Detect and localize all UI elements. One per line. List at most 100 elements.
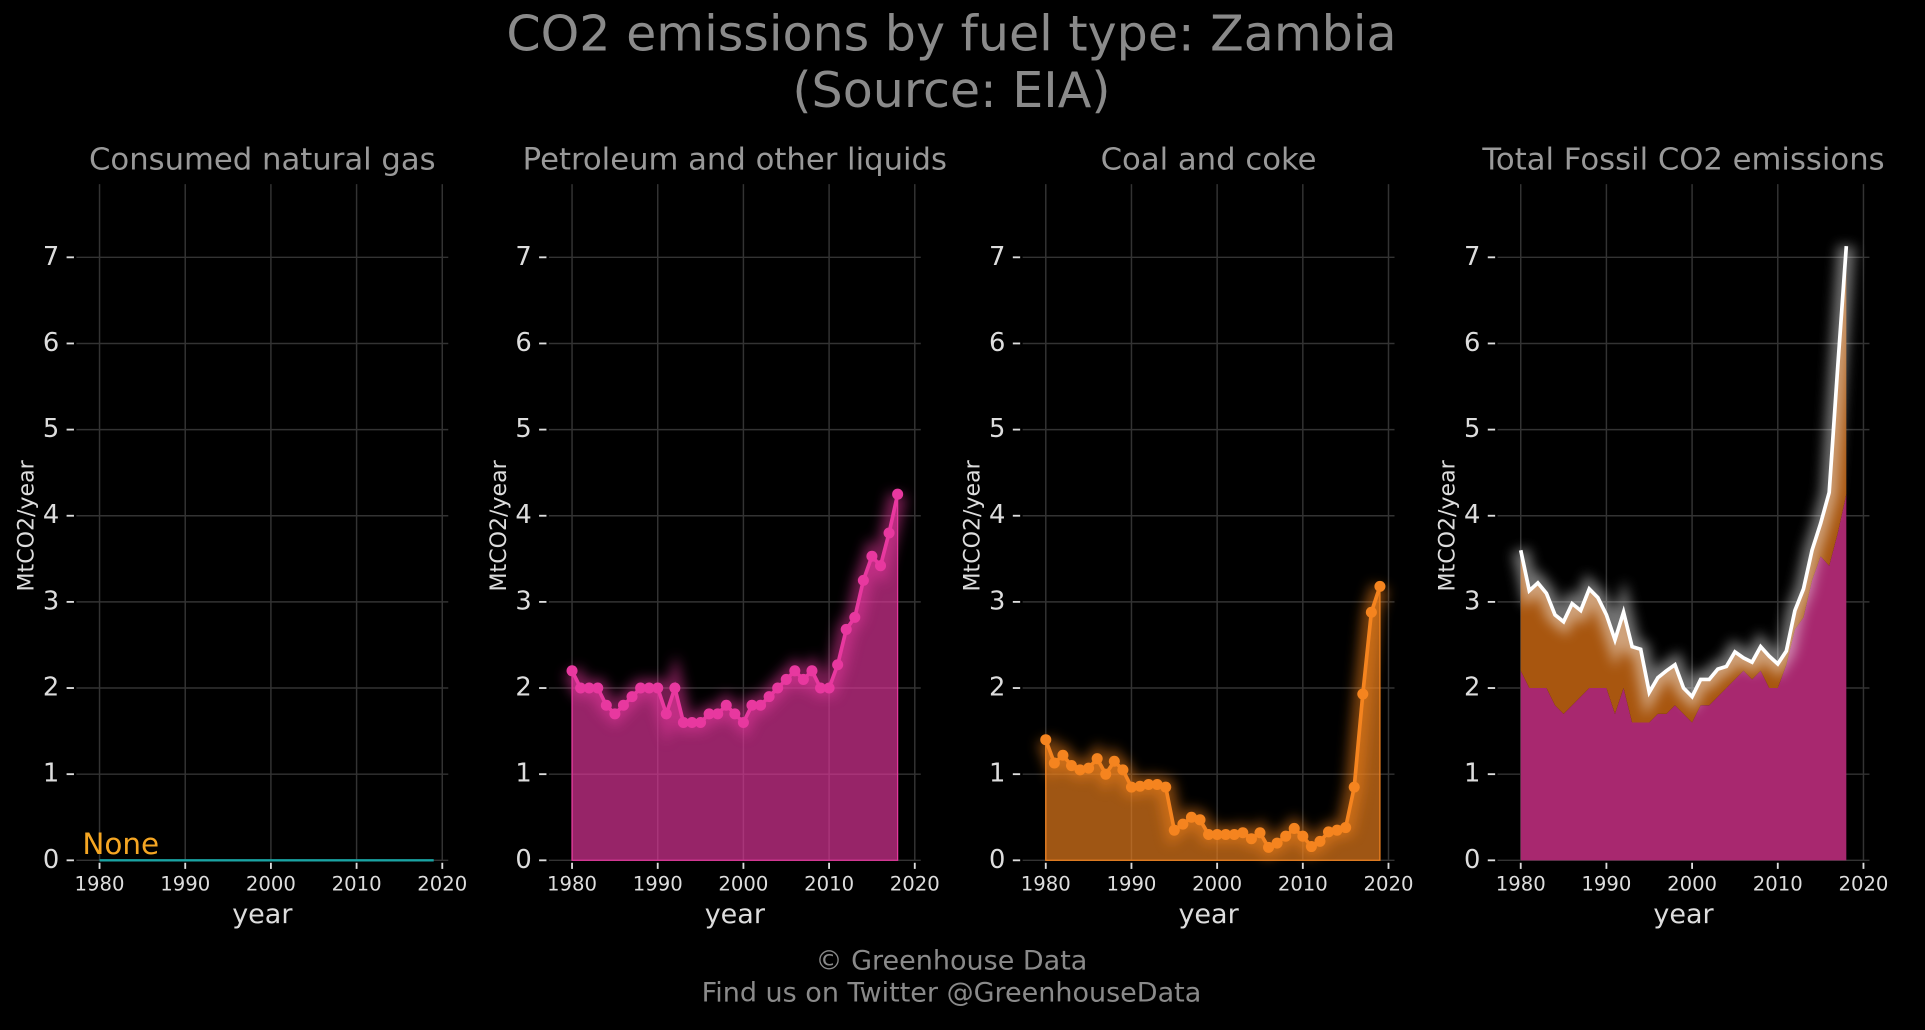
y-tick-label: 5 bbox=[43, 414, 59, 444]
total-line bbox=[1518, 245, 1849, 700]
y-tick-label: 5 bbox=[989, 414, 1005, 444]
x-tick-label: 1990 bbox=[1581, 872, 1631, 895]
y-tick-label: 5 bbox=[515, 414, 531, 444]
point bbox=[763, 691, 775, 703]
point bbox=[789, 665, 801, 677]
x-tick-label: 2020 bbox=[1838, 872, 1888, 895]
point bbox=[1263, 841, 1275, 853]
point bbox=[823, 682, 835, 694]
y-tick-label: 4 bbox=[989, 500, 1005, 530]
point bbox=[1074, 764, 1086, 776]
point bbox=[1323, 826, 1335, 838]
point bbox=[797, 673, 809, 685]
y-axis-label: MtCO2/year bbox=[486, 459, 512, 591]
x-tick-label: 2010 bbox=[1753, 872, 1803, 895]
y-tick-label: 4 bbox=[1464, 500, 1480, 530]
point bbox=[840, 623, 852, 635]
point bbox=[1314, 835, 1326, 847]
point bbox=[1177, 818, 1189, 830]
x-tick-label: 1990 bbox=[1106, 872, 1156, 895]
y-tick-label: 0 bbox=[43, 845, 59, 875]
point bbox=[832, 659, 844, 671]
point bbox=[780, 673, 792, 685]
point bbox=[1160, 781, 1172, 793]
y-tick-label: 2 bbox=[1464, 673, 1480, 703]
point bbox=[1083, 762, 1095, 774]
x-tick-label: 2000 bbox=[1667, 872, 1717, 895]
point bbox=[1168, 824, 1180, 836]
y-tick-label: 1 bbox=[1464, 759, 1480, 789]
point bbox=[1057, 749, 1069, 761]
point bbox=[1108, 755, 1120, 767]
point bbox=[1194, 814, 1206, 826]
y-tick-label: 0 bbox=[1464, 845, 1480, 875]
point bbox=[806, 665, 818, 677]
point bbox=[1143, 778, 1155, 791]
point bbox=[566, 665, 578, 677]
point bbox=[892, 488, 904, 500]
y-tick-label: 6 bbox=[515, 328, 531, 358]
y-tick-label: 2 bbox=[515, 673, 531, 703]
point bbox=[737, 716, 749, 729]
y-axis-label: MtCO2/year bbox=[960, 459, 986, 591]
y-tick-label: 6 bbox=[43, 328, 59, 358]
y-tick-label: 4 bbox=[515, 500, 531, 530]
y-tick-label: 5 bbox=[1464, 414, 1480, 444]
y-tick-label: 7 bbox=[989, 242, 1005, 272]
panel-title: Total Fossil CO2 emissions bbox=[1481, 142, 1884, 177]
x-axis-label: year bbox=[232, 899, 293, 930]
point bbox=[575, 682, 587, 694]
y-tick-label: 6 bbox=[989, 328, 1005, 358]
y-tick-label: 0 bbox=[989, 845, 1005, 875]
point bbox=[1271, 837, 1283, 849]
point bbox=[660, 708, 672, 720]
point bbox=[1297, 830, 1309, 842]
point bbox=[883, 527, 895, 539]
point bbox=[720, 699, 732, 711]
point bbox=[1331, 824, 1343, 836]
point bbox=[1134, 780, 1146, 792]
x-tick-label: 2010 bbox=[1278, 872, 1328, 895]
footer: © Greenhouse Data bbox=[816, 946, 1088, 977]
x-tick-label: 1980 bbox=[1496, 872, 1546, 895]
x-tick-label: 2020 bbox=[1364, 872, 1414, 895]
y-tick-label: 3 bbox=[1464, 586, 1480, 616]
panel-title: Petroleum and other liquids bbox=[523, 142, 947, 177]
point bbox=[1374, 580, 1386, 592]
point bbox=[815, 682, 827, 694]
annotation: None bbox=[82, 827, 159, 861]
point bbox=[643, 682, 655, 694]
point bbox=[617, 699, 629, 711]
point bbox=[1117, 764, 1129, 776]
point bbox=[1348, 781, 1360, 793]
point bbox=[866, 550, 878, 562]
y-tick-label: 3 bbox=[43, 586, 59, 616]
point bbox=[772, 682, 784, 694]
point bbox=[1357, 688, 1369, 700]
y-tick-label: 1 bbox=[989, 759, 1005, 789]
point bbox=[1048, 757, 1060, 769]
chart-subtitle: (Source: EIA) bbox=[792, 61, 1110, 119]
point bbox=[746, 699, 758, 711]
point bbox=[635, 682, 647, 694]
point bbox=[669, 682, 681, 694]
point bbox=[1365, 606, 1377, 618]
y-tick-label: 3 bbox=[515, 586, 531, 616]
y-tick-label: 2 bbox=[989, 673, 1005, 703]
point bbox=[1288, 822, 1300, 834]
y-axis-label: MtCO2/year bbox=[1435, 459, 1461, 591]
y-tick-label: 7 bbox=[1464, 242, 1480, 272]
x-tick-label: 1980 bbox=[1021, 872, 1071, 895]
point bbox=[1280, 830, 1292, 842]
point bbox=[583, 682, 595, 694]
point bbox=[1220, 828, 1232, 840]
point bbox=[703, 708, 715, 720]
y-tick-label: 4 bbox=[43, 500, 59, 530]
point bbox=[695, 716, 707, 729]
stacked-area bbox=[1520, 494, 1847, 861]
point bbox=[857, 574, 869, 586]
x-tick-label: 1980 bbox=[75, 872, 125, 895]
x-tick-label: 2010 bbox=[804, 872, 854, 895]
point bbox=[1100, 768, 1112, 780]
stacked-area bbox=[1520, 246, 1847, 723]
